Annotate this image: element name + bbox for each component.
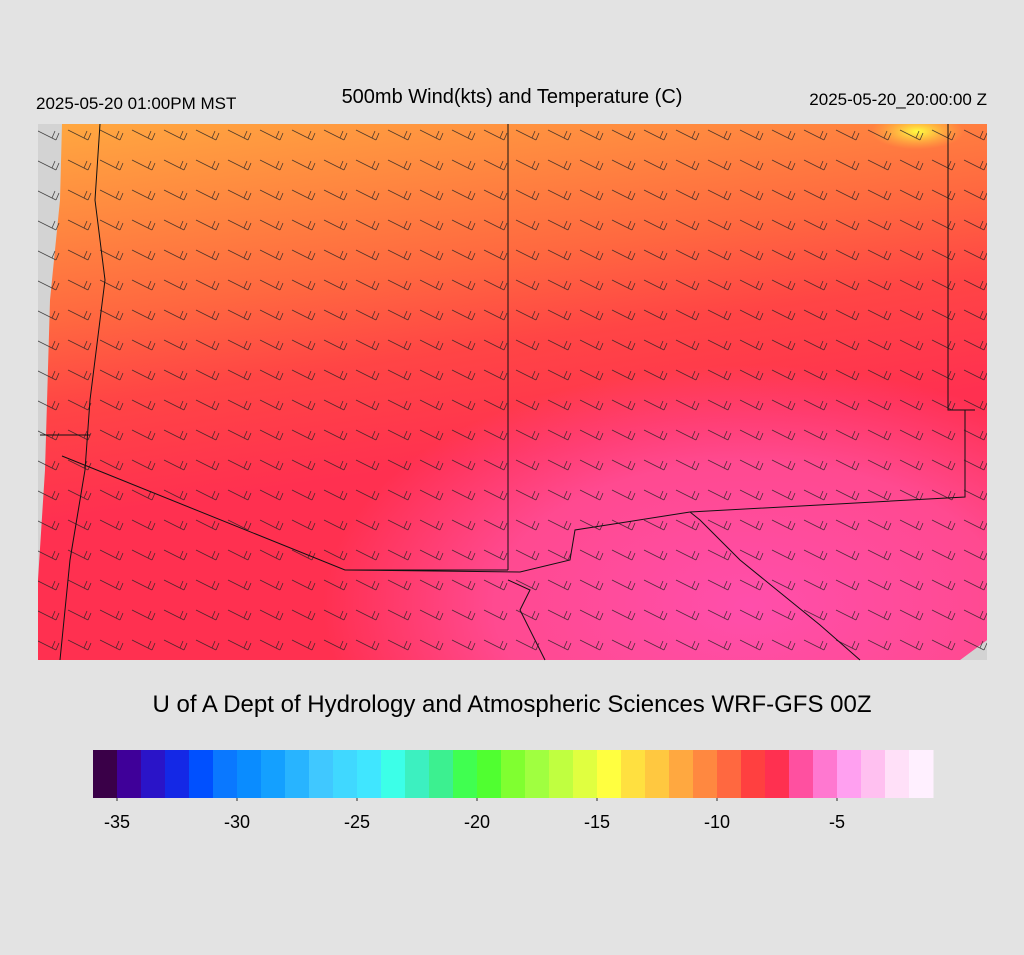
colorbar-tick-label: -20: [464, 812, 490, 832]
map-title: 500mb Wind(kts) and Temperature (C): [342, 86, 683, 108]
valid-time-utc: 2025-05-20_20:00:00 Z: [809, 90, 987, 109]
colorbar-swatch: [189, 750, 214, 798]
borders: [40, 123, 975, 661]
colorbar-tick-label: -5: [829, 812, 845, 832]
coastline: [59, 123, 106, 661]
valid-time-local: 2025-05-20 01:00PM MST: [36, 94, 236, 113]
colorbar-swatch: [837, 750, 862, 798]
colorbar-swatch: [285, 750, 310, 798]
colorbar-tick-label: -35: [104, 812, 130, 832]
colorbar-swatch: [765, 750, 790, 798]
colorbar-swatch: [93, 750, 118, 798]
colorbar-swatch: [429, 750, 454, 798]
colorbar-swatch: [501, 750, 526, 798]
colorbar-swatch: [357, 750, 382, 798]
state-border: [507, 579, 546, 661]
colorbar-swatch: [165, 750, 190, 798]
colorbar-tick-label: -30: [224, 812, 250, 832]
colorbar-swatch: [141, 750, 166, 798]
colorbar-swatch: [405, 750, 430, 798]
colorbar-swatch: [861, 750, 886, 798]
map: [38, 123, 987, 661]
colorbar-swatch: [885, 750, 910, 798]
colorbar-swatch: [573, 750, 598, 798]
colorbar-tick-label: -25: [344, 812, 370, 832]
colorbar-swatch: [549, 750, 574, 798]
colorbar-swatch: [309, 750, 334, 798]
colorbar-tick-label: -15: [584, 812, 610, 832]
colorbar: -35 -30 -25 -20 -15 -10 -5: [93, 750, 934, 832]
colorbar-swatch: [597, 750, 622, 798]
state-border: [689, 410, 966, 661]
colorbar-swatch: [381, 750, 406, 798]
colorbar-swatch: [909, 750, 934, 798]
colorbar-swatch: [453, 750, 478, 798]
wind-barbs: [38, 124, 987, 660]
credit: U of A Dept of Hydrology and Atmospheric…: [153, 691, 872, 718]
colorbar-swatch: [237, 750, 262, 798]
colorbar-swatch: [717, 750, 742, 798]
colorbar-swatch: [333, 750, 358, 798]
colorbar-swatch: [693, 750, 718, 798]
colorbar-swatch: [669, 750, 694, 798]
colorbar-tick-label: -10: [704, 812, 730, 832]
state-border: [344, 511, 691, 573]
colorbar-swatch: [117, 750, 142, 798]
colorbar-swatch: [261, 750, 286, 798]
state-border: [947, 124, 975, 411]
colorbar-swatch: [813, 750, 838, 798]
colorbar-swatch: [477, 750, 502, 798]
colorbar-swatch: [213, 750, 238, 798]
colorbar-swatch: [741, 750, 766, 798]
colorbar-swatch: [525, 750, 550, 798]
colorbar-swatch: [645, 750, 670, 798]
colorbar-swatch: [789, 750, 814, 798]
colorbar-swatch: [621, 750, 646, 798]
